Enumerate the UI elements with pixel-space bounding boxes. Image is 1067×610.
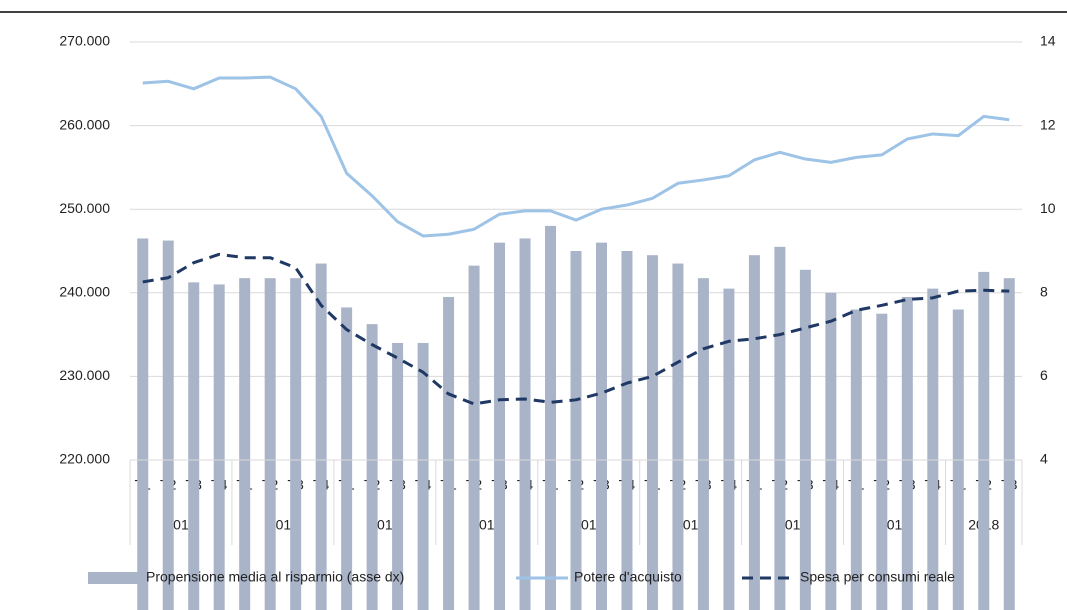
bar [1003, 278, 1015, 610]
bar [188, 282, 200, 610]
bar [213, 284, 225, 610]
bar [162, 240, 174, 610]
y-tick-label: 260.000 [59, 116, 110, 132]
bar [494, 242, 506, 610]
y2-tick-label: 8 [1040, 284, 1048, 300]
legend-label: Potere d'acquisto [574, 569, 682, 585]
y-tick-label: 220.000 [59, 451, 110, 467]
y2-tick-label: 4 [1040, 451, 1048, 467]
bar [799, 269, 811, 610]
bar [927, 288, 939, 610]
y2-tick-label: 14 [1040, 33, 1056, 49]
bar [392, 342, 404, 610]
y2-tick-label: 6 [1040, 367, 1048, 383]
bar [417, 342, 429, 610]
y-tick-label: 270.000 [59, 33, 110, 49]
bar [646, 255, 658, 610]
bar [264, 278, 276, 610]
line-series [142, 75, 1010, 238]
y-tick-label: 240.000 [59, 284, 110, 300]
bar [876, 313, 888, 610]
bar [290, 278, 302, 610]
line-series [142, 252, 1010, 406]
y-tick-label: 230.000 [59, 367, 110, 383]
bar [366, 324, 378, 610]
bar [443, 296, 455, 610]
bar [137, 238, 149, 610]
bar [595, 242, 607, 610]
bar [545, 225, 557, 610]
y2-tick-label: 10 [1040, 200, 1056, 216]
legend-label: Spesa per consumi reale [800, 569, 955, 585]
legend-label: Propensione media al risparmio (asse dx) [146, 569, 404, 585]
bar [697, 278, 709, 610]
bar [468, 265, 480, 610]
bar [825, 292, 837, 610]
bar [315, 263, 327, 610]
bar [748, 255, 760, 610]
y-tick-label: 250.000 [59, 200, 110, 216]
bar [901, 296, 913, 610]
bar [341, 307, 353, 610]
bar [239, 278, 251, 610]
bar [723, 288, 735, 610]
bar [774, 246, 786, 610]
bar [570, 251, 582, 610]
bar [519, 238, 531, 610]
bar [621, 251, 633, 610]
y2-tick-label: 12 [1040, 116, 1056, 132]
bar [672, 263, 684, 610]
bar [978, 271, 990, 610]
legend-swatch [88, 572, 140, 584]
